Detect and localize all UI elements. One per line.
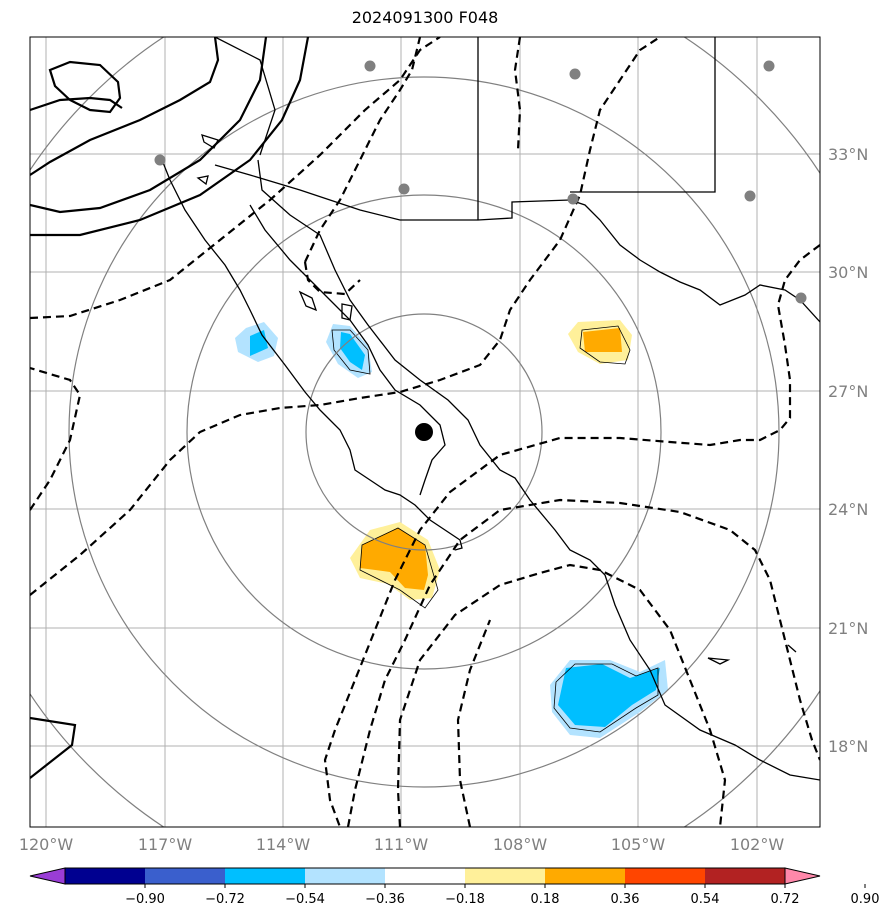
colorbar-tick-label: −0.18 (445, 892, 485, 907)
coastline-baja-east (249, 204, 446, 496)
gridlines (30, 37, 820, 827)
colorbar-tick-label: −0.54 (285, 892, 325, 907)
negative-area-inner (558, 664, 660, 727)
lon-label: 108°W (493, 835, 548, 854)
dashed-contour (346, 498, 820, 827)
colorbar-tick-label: 0.72 (771, 892, 800, 907)
colorbar-segment (65, 868, 146, 884)
island (201, 134, 219, 149)
solid-contour (30, 37, 268, 214)
dashed-contour (396, 563, 727, 827)
storm-center-marker (415, 423, 433, 441)
colorbar-segment (225, 868, 306, 884)
colorbar-segment (305, 868, 386, 884)
colorbar-tick-label: 0.18 (531, 892, 560, 907)
positive-area-inner (360, 528, 428, 590)
station-marker (154, 154, 166, 166)
dashed-contour (323, 244, 820, 827)
map-title: 2024091300 F048 (351, 8, 499, 27)
dashed-contour (304, 37, 422, 263)
lat-label: 21°N (828, 619, 868, 638)
state-border (214, 37, 276, 156)
station-marker (569, 68, 581, 80)
lat-label: 18°N (828, 737, 868, 756)
lon-label: 120°W (19, 835, 74, 854)
lon-label: 114°W (256, 835, 311, 854)
colorbar-tick-label: −0.72 (205, 892, 245, 907)
solid-contours (30, 37, 310, 779)
colorbar-tick-label: −0.36 (365, 892, 405, 907)
colorbar-tick-label: 0.90 (851, 892, 880, 907)
station-marker (567, 193, 579, 205)
island (298, 290, 318, 312)
longitude-labels: 120°W 117°W 114°W 111°W 108°W 105°W 102°… (19, 835, 785, 854)
solid-contour (30, 96, 123, 112)
range-ring (305, 313, 543, 551)
latitude-labels: 33°N 30°N 27°N 24°N 21°N 18°N (828, 145, 868, 756)
island (341, 303, 353, 321)
island (707, 657, 731, 665)
island (787, 644, 797, 653)
lon-label: 105°W (611, 835, 666, 854)
lon-label: 102°W (730, 835, 785, 854)
station-marker (763, 60, 775, 72)
station-marker (795, 292, 807, 304)
colorbar-tick-label: 0.54 (691, 892, 720, 907)
station-marker (398, 183, 410, 195)
solid-contour (30, 37, 310, 237)
colorbar-extend-high (785, 868, 820, 884)
lat-label: 33°N (828, 145, 868, 164)
colorbar-segment (465, 868, 546, 884)
colorbar-extend-low (30, 868, 65, 884)
lat-label: 24°N (828, 500, 868, 519)
lat-label: 27°N (828, 382, 868, 401)
dashed-contour (30, 366, 82, 511)
solid-contour (30, 37, 220, 176)
island (196, 175, 209, 186)
positive-area-inner (583, 328, 622, 352)
lat-label: 30°N (828, 263, 868, 282)
dashed-contour (30, 37, 661, 596)
station-marker (364, 60, 376, 72)
range-ring (186, 194, 662, 670)
station-marker (744, 190, 756, 202)
colorbar-tick-label: −0.90 (125, 892, 165, 907)
state-border (570, 37, 716, 193)
shading-outlines (331, 325, 659, 733)
colorbar-segment (385, 868, 466, 884)
station-markers (154, 60, 807, 304)
dashed-contour (456, 619, 492, 827)
dashed-contour (513, 37, 522, 151)
colorbar-tick-label: 0.36 (611, 892, 640, 907)
dashed-contour (30, 37, 441, 320)
dashed-contours (30, 37, 820, 827)
shaded-areas (235, 320, 668, 738)
lon-label: 117°W (138, 835, 193, 854)
us-mexico-border (214, 164, 571, 221)
solid-contour (48, 60, 122, 114)
map-frame (29, 36, 821, 828)
lon-label: 111°W (374, 835, 429, 854)
range-ring (68, 76, 780, 788)
colorbar: −0.90 −0.72 −0.54 −0.36 −0.18 0.18 0.36 0.54 0.7… (29, 867, 880, 907)
colorbar-segment (625, 868, 706, 884)
negative-area-inner (340, 332, 365, 370)
colorbar-segment (705, 868, 786, 884)
colorbar-segment (545, 868, 626, 884)
dashed-contour (303, 261, 361, 296)
range-rings (30, 37, 820, 827)
coastline-baja-west (159, 154, 463, 551)
coastline-mainland (257, 159, 820, 781)
coastlines-and-borders (159, 37, 820, 781)
solid-contour (30, 716, 77, 779)
colorbar-segment (145, 868, 226, 884)
coastline-east (569, 199, 820, 323)
